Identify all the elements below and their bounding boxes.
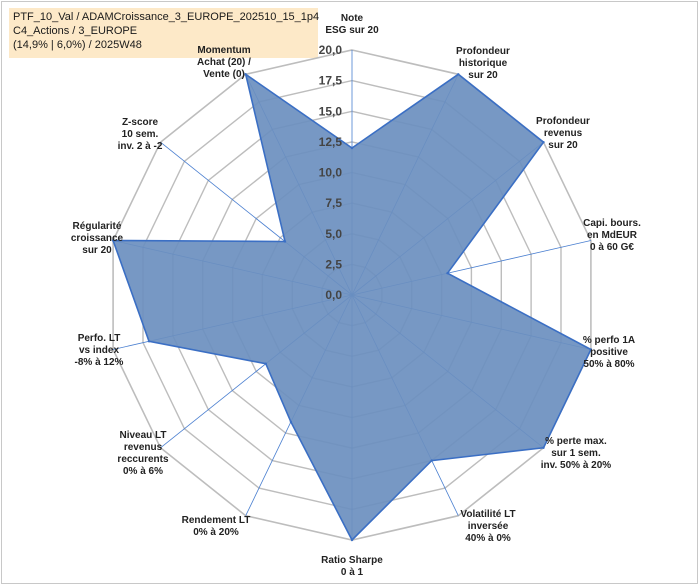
axis-label: Rendement LT 0% à 20% xyxy=(182,515,251,538)
portfolio-category: C4_Actions / 3_EUROPE xyxy=(13,25,138,37)
tick-label: 15,0 xyxy=(319,104,343,118)
data-point xyxy=(457,73,460,76)
axis-label: Ratio Sharpe 0 à 1 xyxy=(321,555,383,578)
axis-label: Capi. bours. en MdEUR 0 à 60 G€ xyxy=(583,218,641,253)
tick-label: 17,5 xyxy=(319,74,343,88)
tick-label: 12,5 xyxy=(319,135,343,149)
portfolio-stats: (14,9% | 6,0%) / 2025W48 xyxy=(13,39,142,51)
data-point xyxy=(542,446,545,449)
data-point xyxy=(350,538,354,542)
data-point xyxy=(289,420,293,424)
data-point xyxy=(542,141,545,144)
data-point xyxy=(111,239,115,242)
axis-label: Régularité croissance sur 20 xyxy=(71,221,124,256)
data-point xyxy=(264,362,267,365)
tick-label: 10,0 xyxy=(319,166,343,180)
axis-label: Niveau LT revenus reccurents 0% à 6% xyxy=(117,430,169,477)
tick-label: 5,0 xyxy=(325,227,342,241)
data-point xyxy=(430,459,433,462)
axis-label: Perfo. LT vs index -8% à 12% xyxy=(75,333,124,368)
axis-label: Momentum Achat (20) / Vente (0) xyxy=(197,45,251,80)
axis-label: Z-score 10 sem. inv. 2 à -2 xyxy=(118,117,163,152)
axis-label: Profondeur revenus sur 20 xyxy=(536,116,590,151)
data-point xyxy=(350,146,354,150)
axis-label: % perte max. sur 1 sem. inv. 50% à 20% xyxy=(541,436,612,471)
momentum-label-bg xyxy=(190,43,258,56)
data-point xyxy=(147,340,151,343)
radial-tick-labels: 0,0 2,5 5,0 7,5 10,0 12,5 15,0 17,5 20,0 xyxy=(319,43,343,302)
data-point xyxy=(589,348,593,351)
portfolio-title: PTF_10_Val / ADAMCroissance_3_EUROPE_202… xyxy=(13,11,320,23)
portfolio-info-box: PTF_10_Val / ADAMCroissance_3_EUROPE_202… xyxy=(9,8,320,58)
tick-label: 20,0 xyxy=(319,43,343,57)
tick-label: 7,5 xyxy=(325,196,342,210)
tick-label: 0,0 xyxy=(325,288,342,302)
axis-labels: Note ESG sur 20 Profondeur historique sur 20… xyxy=(71,13,641,578)
data-point xyxy=(244,73,247,76)
data-point xyxy=(283,240,287,243)
data-point xyxy=(446,272,449,275)
axis-label: Note ESG sur 20 xyxy=(325,13,379,36)
axis-label: % perfo 1A positive 50% à 80% xyxy=(583,335,635,370)
axis-label: Profondeur historique sur 20 xyxy=(456,46,510,81)
radar-series xyxy=(111,72,593,542)
axis-label: Volatilité LT inversée 40% à 0% xyxy=(460,509,515,544)
tick-label: 2,5 xyxy=(325,257,342,271)
